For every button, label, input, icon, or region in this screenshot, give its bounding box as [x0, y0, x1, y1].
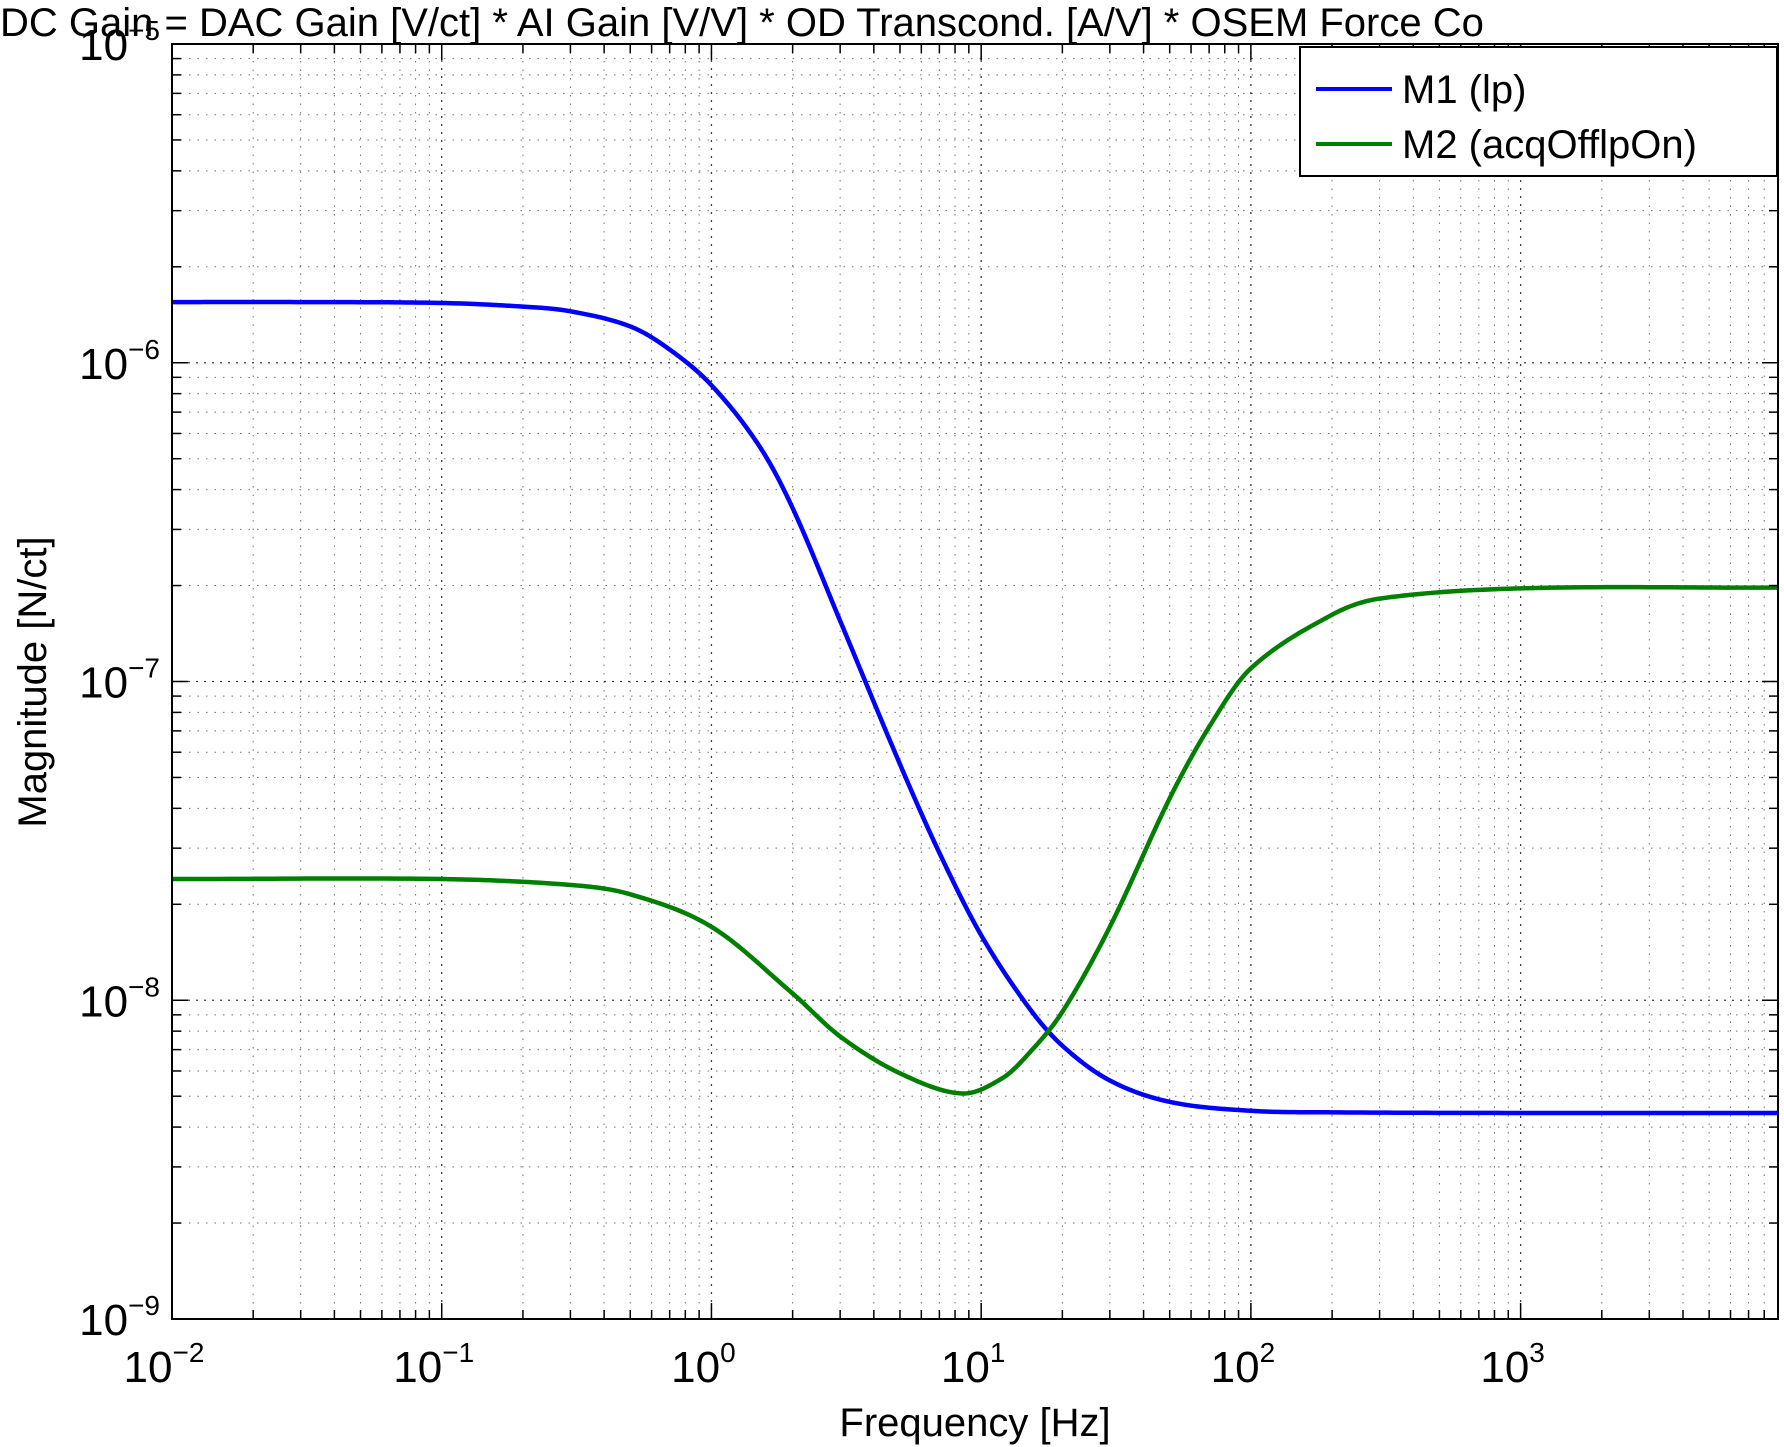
series-line-1 [172, 299, 1778, 1116]
legend-box [1299, 46, 1778, 177]
y-tick-label: 10−5 [79, 15, 160, 70]
x-tick-label: 100 [671, 1337, 736, 1392]
y-tick-label: 10−8 [79, 971, 160, 1026]
legend: M1 (lp) M2 (acqOfflpOn) [1299, 46, 1778, 177]
x-axis-label: Frequency [Hz] [839, 1401, 1110, 1445]
y-tick-label: 10−9 [79, 1290, 160, 1345]
x-tick-label: 10−1 [393, 1337, 474, 1392]
grid [172, 44, 1778, 1319]
series-layer [171, 299, 1779, 1116]
tick-labels: 10−2 10−1 100 101 102 103 10−9 10−8 10−7 10−6 10−5 [79, 15, 1545, 1392]
y-axis-label: Magnitude [N/ct] [11, 536, 55, 827]
y-tick-label: 10−6 [79, 334, 160, 389]
legend-label-m2: M2 (acqOfflpOn) [1402, 123, 1697, 167]
legend-label-m1: M1 (lp) [1402, 68, 1526, 112]
chart-title: DC Gain = DAC Gain [V/ct] * AI Gain [V/V… [0, 1, 1484, 45]
x-tick-label: 101 [941, 1337, 1006, 1392]
x-tick-label: 10−2 [124, 1337, 205, 1392]
y-tick-label: 10−7 [79, 653, 160, 708]
x-tick-label: 103 [1480, 1337, 1545, 1392]
series-line-2 [171, 584, 1779, 1096]
x-tick-label: 102 [1211, 1337, 1276, 1392]
